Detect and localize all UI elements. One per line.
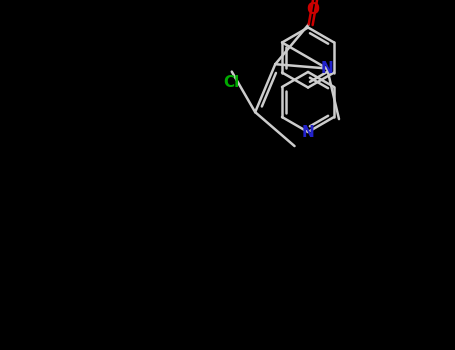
Text: N: N <box>321 61 334 76</box>
Text: Cl: Cl <box>223 75 240 90</box>
Text: N: N <box>302 125 314 140</box>
Text: O: O <box>307 2 320 17</box>
